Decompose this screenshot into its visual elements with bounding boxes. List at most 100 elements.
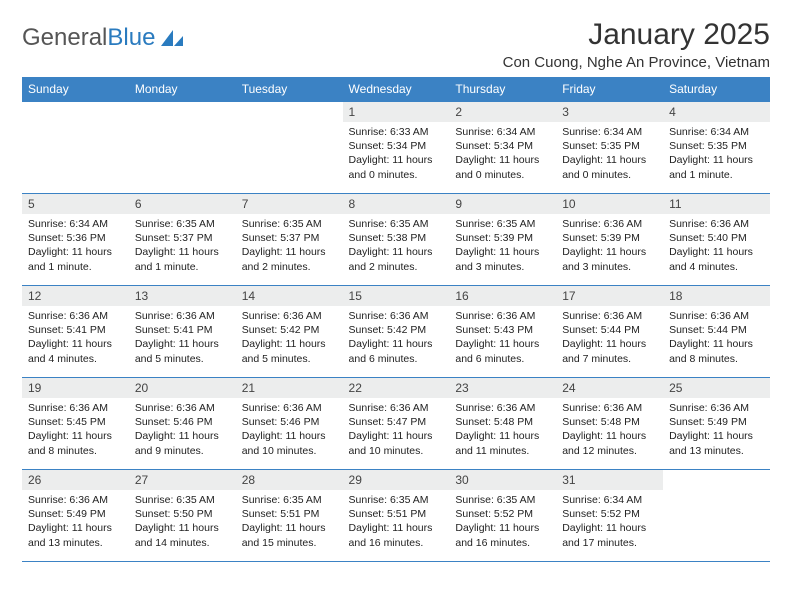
calendar-day-cell: 20Sunrise: 6:36 AMSunset: 5:46 PMDayligh… bbox=[129, 378, 236, 470]
calendar-day-cell: 9Sunrise: 6:35 AMSunset: 5:39 PMDaylight… bbox=[449, 194, 556, 286]
calendar-day-cell: 14Sunrise: 6:36 AMSunset: 5:42 PMDayligh… bbox=[236, 286, 343, 378]
day-number: 24 bbox=[556, 378, 663, 398]
day-details: Sunrise: 6:34 AMSunset: 5:36 PMDaylight:… bbox=[22, 214, 129, 279]
day-number: 6 bbox=[129, 194, 236, 214]
day-number: 4 bbox=[663, 102, 770, 122]
day-details: Sunrise: 6:36 AMSunset: 5:43 PMDaylight:… bbox=[449, 306, 556, 371]
calendar-day-cell: 5Sunrise: 6:34 AMSunset: 5:36 PMDaylight… bbox=[22, 194, 129, 286]
day-details: Sunrise: 6:36 AMSunset: 5:48 PMDaylight:… bbox=[556, 398, 663, 463]
day-number: 29 bbox=[343, 470, 450, 490]
calendar-day-cell: 30Sunrise: 6:35 AMSunset: 5:52 PMDayligh… bbox=[449, 470, 556, 562]
weekday-header: Friday bbox=[556, 77, 663, 102]
day-number: 19 bbox=[22, 378, 129, 398]
calendar-day-cell: 19Sunrise: 6:36 AMSunset: 5:45 PMDayligh… bbox=[22, 378, 129, 470]
calendar-day-cell: 27Sunrise: 6:35 AMSunset: 5:50 PMDayligh… bbox=[129, 470, 236, 562]
day-details: Sunrise: 6:36 AMSunset: 5:39 PMDaylight:… bbox=[556, 214, 663, 279]
calendar-day-cell: 24Sunrise: 6:36 AMSunset: 5:48 PMDayligh… bbox=[556, 378, 663, 470]
day-details: Sunrise: 6:36 AMSunset: 5:42 PMDaylight:… bbox=[236, 306, 343, 371]
calendar-day-cell: 6Sunrise: 6:35 AMSunset: 5:37 PMDaylight… bbox=[129, 194, 236, 286]
day-number: 18 bbox=[663, 286, 770, 306]
day-details: Sunrise: 6:36 AMSunset: 5:49 PMDaylight:… bbox=[663, 398, 770, 463]
calendar-day-cell: 25Sunrise: 6:36 AMSunset: 5:49 PMDayligh… bbox=[663, 378, 770, 470]
weekday-header: Wednesday bbox=[343, 77, 450, 102]
calendar-day-cell: 17Sunrise: 6:36 AMSunset: 5:44 PMDayligh… bbox=[556, 286, 663, 378]
weekday-header: Saturday bbox=[663, 77, 770, 102]
calendar-day-cell: 1Sunrise: 6:33 AMSunset: 5:34 PMDaylight… bbox=[343, 102, 450, 194]
calendar-day-cell: 23Sunrise: 6:36 AMSunset: 5:48 PMDayligh… bbox=[449, 378, 556, 470]
day-details: Sunrise: 6:35 AMSunset: 5:50 PMDaylight:… bbox=[129, 490, 236, 555]
calendar-day-cell: 21Sunrise: 6:36 AMSunset: 5:46 PMDayligh… bbox=[236, 378, 343, 470]
day-number: 10 bbox=[556, 194, 663, 214]
calendar-week-row: 19Sunrise: 6:36 AMSunset: 5:45 PMDayligh… bbox=[22, 378, 770, 470]
calendar-day-cell: 13Sunrise: 6:36 AMSunset: 5:41 PMDayligh… bbox=[129, 286, 236, 378]
day-number: 3 bbox=[556, 102, 663, 122]
day-details: Sunrise: 6:35 AMSunset: 5:37 PMDaylight:… bbox=[129, 214, 236, 279]
month-title: January 2025 bbox=[503, 18, 770, 52]
day-number: 23 bbox=[449, 378, 556, 398]
day-number: 9 bbox=[449, 194, 556, 214]
day-number: 5 bbox=[22, 194, 129, 214]
calendar-day-cell: 8Sunrise: 6:35 AMSunset: 5:38 PMDaylight… bbox=[343, 194, 450, 286]
day-details: Sunrise: 6:36 AMSunset: 5:46 PMDaylight:… bbox=[129, 398, 236, 463]
day-details: Sunrise: 6:36 AMSunset: 5:48 PMDaylight:… bbox=[449, 398, 556, 463]
day-number: 26 bbox=[22, 470, 129, 490]
calendar-day-cell: 18Sunrise: 6:36 AMSunset: 5:44 PMDayligh… bbox=[663, 286, 770, 378]
day-details: Sunrise: 6:36 AMSunset: 5:45 PMDaylight:… bbox=[22, 398, 129, 463]
day-details: Sunrise: 6:34 AMSunset: 5:35 PMDaylight:… bbox=[663, 122, 770, 187]
day-details: Sunrise: 6:36 AMSunset: 5:40 PMDaylight:… bbox=[663, 214, 770, 279]
day-details: Sunrise: 6:35 AMSunset: 5:51 PMDaylight:… bbox=[236, 490, 343, 555]
day-number: 17 bbox=[556, 286, 663, 306]
calendar-empty-cell bbox=[22, 102, 129, 194]
day-number: 20 bbox=[129, 378, 236, 398]
day-details: Sunrise: 6:36 AMSunset: 5:41 PMDaylight:… bbox=[129, 306, 236, 371]
day-details: Sunrise: 6:34 AMSunset: 5:34 PMDaylight:… bbox=[449, 122, 556, 187]
day-number: 25 bbox=[663, 378, 770, 398]
calendar-day-cell: 10Sunrise: 6:36 AMSunset: 5:39 PMDayligh… bbox=[556, 194, 663, 286]
day-number: 15 bbox=[343, 286, 450, 306]
day-details: Sunrise: 6:34 AMSunset: 5:52 PMDaylight:… bbox=[556, 490, 663, 555]
day-details: Sunrise: 6:36 AMSunset: 5:42 PMDaylight:… bbox=[343, 306, 450, 371]
calendar-week-row: 5Sunrise: 6:34 AMSunset: 5:36 PMDaylight… bbox=[22, 194, 770, 286]
weekday-header: Tuesday bbox=[236, 77, 343, 102]
calendar-day-cell: 15Sunrise: 6:36 AMSunset: 5:42 PMDayligh… bbox=[343, 286, 450, 378]
logo: GeneralBlue bbox=[22, 24, 185, 52]
weekday-header-row: SundayMondayTuesdayWednesdayThursdayFrid… bbox=[22, 77, 770, 102]
day-number: 7 bbox=[236, 194, 343, 214]
day-number: 16 bbox=[449, 286, 556, 306]
calendar-table: SundayMondayTuesdayWednesdayThursdayFrid… bbox=[22, 77, 770, 562]
day-details: Sunrise: 6:35 AMSunset: 5:51 PMDaylight:… bbox=[343, 490, 450, 555]
calendar-empty-cell bbox=[129, 102, 236, 194]
day-number: 14 bbox=[236, 286, 343, 306]
day-number: 13 bbox=[129, 286, 236, 306]
day-details: Sunrise: 6:36 AMSunset: 5:44 PMDaylight:… bbox=[556, 306, 663, 371]
calendar-day-cell: 2Sunrise: 6:34 AMSunset: 5:34 PMDaylight… bbox=[449, 102, 556, 194]
day-number: 2 bbox=[449, 102, 556, 122]
day-details: Sunrise: 6:35 AMSunset: 5:38 PMDaylight:… bbox=[343, 214, 450, 279]
location: Con Cuong, Nghe An Province, Vietnam bbox=[503, 54, 770, 71]
logo-text-blue: Blue bbox=[107, 24, 155, 52]
calendar-week-row: 12Sunrise: 6:36 AMSunset: 5:41 PMDayligh… bbox=[22, 286, 770, 378]
calendar-day-cell: 11Sunrise: 6:36 AMSunset: 5:40 PMDayligh… bbox=[663, 194, 770, 286]
day-details: Sunrise: 6:35 AMSunset: 5:39 PMDaylight:… bbox=[449, 214, 556, 279]
calendar-empty-cell bbox=[663, 470, 770, 562]
calendar-week-row: 1Sunrise: 6:33 AMSunset: 5:34 PMDaylight… bbox=[22, 102, 770, 194]
logo-text-general: General bbox=[22, 24, 107, 52]
day-number: 1 bbox=[343, 102, 450, 122]
calendar-day-cell: 7Sunrise: 6:35 AMSunset: 5:37 PMDaylight… bbox=[236, 194, 343, 286]
day-number: 8 bbox=[343, 194, 450, 214]
calendar-day-cell: 3Sunrise: 6:34 AMSunset: 5:35 PMDaylight… bbox=[556, 102, 663, 194]
weekday-header: Sunday bbox=[22, 77, 129, 102]
day-details: Sunrise: 6:33 AMSunset: 5:34 PMDaylight:… bbox=[343, 122, 450, 187]
calendar-day-cell: 12Sunrise: 6:36 AMSunset: 5:41 PMDayligh… bbox=[22, 286, 129, 378]
day-number: 27 bbox=[129, 470, 236, 490]
calendar-day-cell: 16Sunrise: 6:36 AMSunset: 5:43 PMDayligh… bbox=[449, 286, 556, 378]
day-details: Sunrise: 6:36 AMSunset: 5:46 PMDaylight:… bbox=[236, 398, 343, 463]
weekday-header: Thursday bbox=[449, 77, 556, 102]
day-number: 11 bbox=[663, 194, 770, 214]
header: GeneralBlue January 2025 Con Cuong, Nghe… bbox=[22, 18, 770, 71]
day-details: Sunrise: 6:36 AMSunset: 5:44 PMDaylight:… bbox=[663, 306, 770, 371]
day-number: 28 bbox=[236, 470, 343, 490]
day-details: Sunrise: 6:36 AMSunset: 5:41 PMDaylight:… bbox=[22, 306, 129, 371]
title-block: January 2025 Con Cuong, Nghe An Province… bbox=[503, 18, 770, 71]
logo-sail-icon bbox=[159, 28, 185, 48]
